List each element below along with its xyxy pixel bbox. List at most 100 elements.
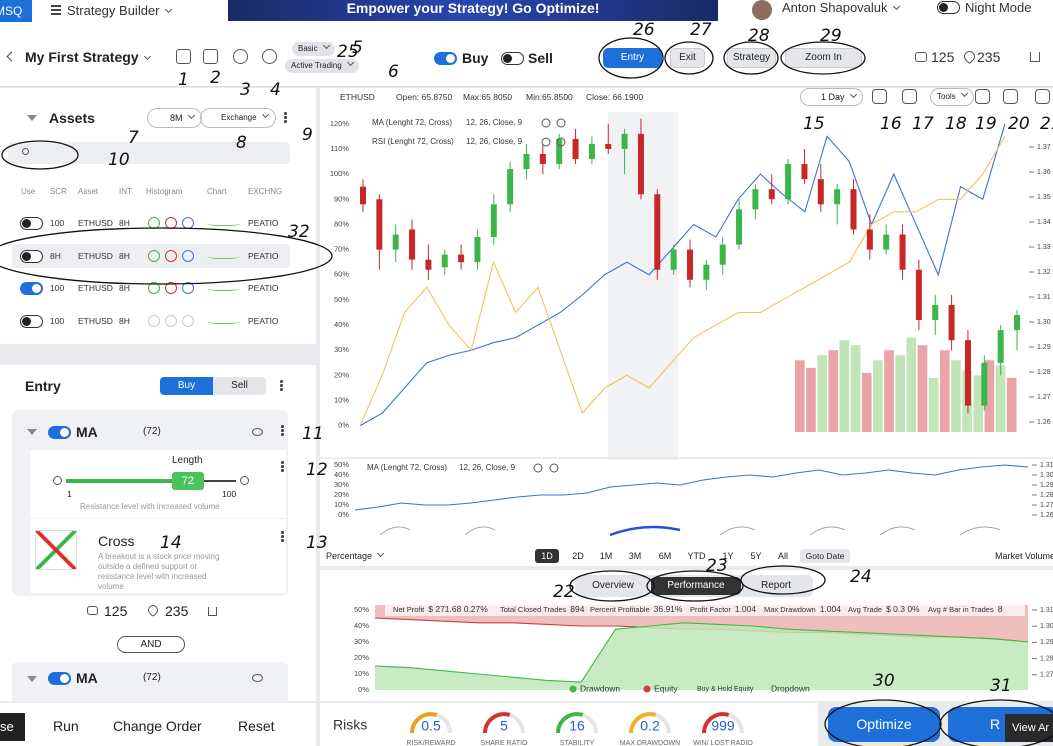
strategy-tab[interactable]: Zoom In — [785, 48, 862, 68]
candle-body — [981, 362, 988, 406]
clipped-button[interactable]: se — [0, 713, 25, 741]
level-pill[interactable]: Basic — [292, 42, 335, 56]
night-mode-toggle[interactable] — [937, 1, 960, 14]
histogram-icon — [182, 250, 194, 262]
slider-value[interactable]: 72 — [171, 472, 204, 490]
more-dot[interactable] — [281, 429, 284, 432]
strategy-tab[interactable]: Strategy — [727, 48, 776, 68]
range-button[interactable]: All — [777, 551, 788, 561]
chart-tool[interactable] — [1003, 89, 1018, 104]
assets-title: Assets — [49, 110, 95, 126]
run-button[interactable]: Run — [53, 718, 79, 734]
collapse-arrow[interactable] — [27, 676, 37, 682]
more-dot[interactable] — [284, 116, 287, 119]
more-dot[interactable] — [280, 380, 283, 383]
search-box[interactable] — [8, 142, 290, 164]
more-dot[interactable] — [284, 112, 287, 115]
asset-toggle[interactable] — [20, 217, 43, 230]
strategy-tab[interactable]: Exit — [670, 48, 705, 68]
range-button[interactable]: 2D — [572, 551, 584, 561]
mini-sparkline — [464, 526, 496, 536]
user-name[interactable]: Anton Shapovaluk — [782, 0, 899, 15]
interval-pill[interactable]: 1 Day — [800, 88, 863, 106]
indicator-toggle[interactable] — [48, 426, 71, 439]
strategy-name[interactable]: My First Strategy — [25, 49, 150, 65]
goto-date[interactable]: Goto Date — [800, 549, 850, 563]
share-icon[interactable] — [208, 607, 217, 616]
annotation: 18 — [945, 114, 967, 134]
chart-tool[interactable] — [975, 89, 990, 104]
more-dot[interactable] — [281, 535, 284, 538]
histogram-icon — [165, 282, 177, 294]
reset-button[interactable]: Reset — [238, 718, 275, 734]
mini-sparkline — [719, 526, 756, 536]
buy-label: Buy — [462, 50, 489, 66]
share-icon[interactable] — [1030, 52, 1040, 62]
candle-body — [507, 169, 514, 205]
range-button[interactable]: 1Y — [722, 551, 734, 561]
toolbar-icon[interactable] — [233, 49, 248, 64]
slider-max: 100 — [222, 489, 237, 499]
collapse-arrow[interactable] — [27, 429, 37, 435]
range-button[interactable]: 3M — [628, 551, 642, 561]
plus-button[interactable] — [240, 476, 249, 485]
histogram-icon — [182, 282, 194, 294]
collapse-arrow[interactable] — [27, 115, 37, 121]
sell-toggle[interactable] — [501, 52, 524, 65]
chart-tool[interactable] — [872, 89, 887, 104]
eye-icon — [252, 428, 263, 436]
range-button[interactable]: 1M — [599, 551, 613, 561]
more-dot[interactable] — [281, 461, 284, 464]
toggle-knob — [22, 218, 31, 228]
asset-toggle[interactable] — [20, 315, 43, 328]
more-dot[interactable] — [281, 465, 284, 468]
more-dot[interactable] — [280, 388, 283, 391]
indicator-toggle[interactable] — [48, 672, 71, 685]
annotation-circle — [780, 41, 866, 75]
buy-toggle[interactable] — [434, 52, 457, 65]
more-dot[interactable] — [281, 539, 284, 542]
more-dot[interactable] — [284, 120, 287, 123]
mode-pill[interactable]: Active Trading — [285, 59, 359, 73]
report-tab[interactable]: Performance — [651, 577, 741, 595]
gauge-arc — [556, 712, 584, 734]
signal-name: Cross — [98, 533, 135, 549]
report-tab[interactable]: Overview — [592, 580, 634, 591]
app-menu[interactable]: Strategy Builder — [67, 3, 171, 18]
optimize-button[interactable]: Optimize — [828, 707, 940, 742]
range-button[interactable]: 1D — [535, 549, 559, 563]
entry-sell[interactable]: Sell — [213, 377, 266, 395]
annotation: 1 — [178, 70, 189, 90]
minus-button[interactable] — [53, 476, 62, 485]
more-dot[interactable] — [281, 531, 284, 534]
tools-pill[interactable]: Tools — [930, 88, 974, 106]
entry-buy[interactable]: Buy — [160, 377, 213, 395]
range-button[interactable]: 5Y — [750, 551, 762, 561]
more-dot[interactable] — [280, 384, 283, 387]
candle-body — [899, 234, 906, 270]
change-order-button[interactable]: Change Order — [113, 718, 202, 734]
asset-toggle[interactable] — [20, 250, 43, 263]
asset-toggle[interactable] — [20, 282, 43, 295]
banner[interactable]: Empower your Strategy! Go Optimize! — [228, 0, 718, 21]
range-left[interactable]: Percentage — [326, 551, 383, 561]
range-button[interactable]: 6M — [658, 551, 672, 561]
exchange-pill[interactable]: Exchange — [200, 108, 276, 128]
range-button[interactable]: YTD — [687, 551, 706, 561]
more-dot[interactable] — [281, 469, 284, 472]
joiner[interactable]: AND — [117, 636, 185, 653]
toolbar-icon[interactable] — [262, 49, 277, 64]
annotation-circle — [664, 41, 714, 75]
report-tab[interactable]: Report — [760, 580, 791, 591]
strategy-tab[interactable]: Entry — [603, 48, 662, 68]
more-dot[interactable] — [281, 433, 284, 436]
chart-tool[interactable] — [902, 89, 917, 104]
more-dot[interactable] — [281, 425, 284, 428]
view-button[interactable]: View Ar — [1005, 714, 1053, 742]
toolbar-icon[interactable] — [203, 49, 218, 64]
chart-tool[interactable] — [1035, 89, 1050, 104]
toolbar-icon[interactable] — [176, 49, 191, 64]
y-tick-label: 80% — [334, 219, 349, 228]
annotation-circle — [569, 570, 655, 602]
annotation: 22 — [553, 582, 575, 602]
